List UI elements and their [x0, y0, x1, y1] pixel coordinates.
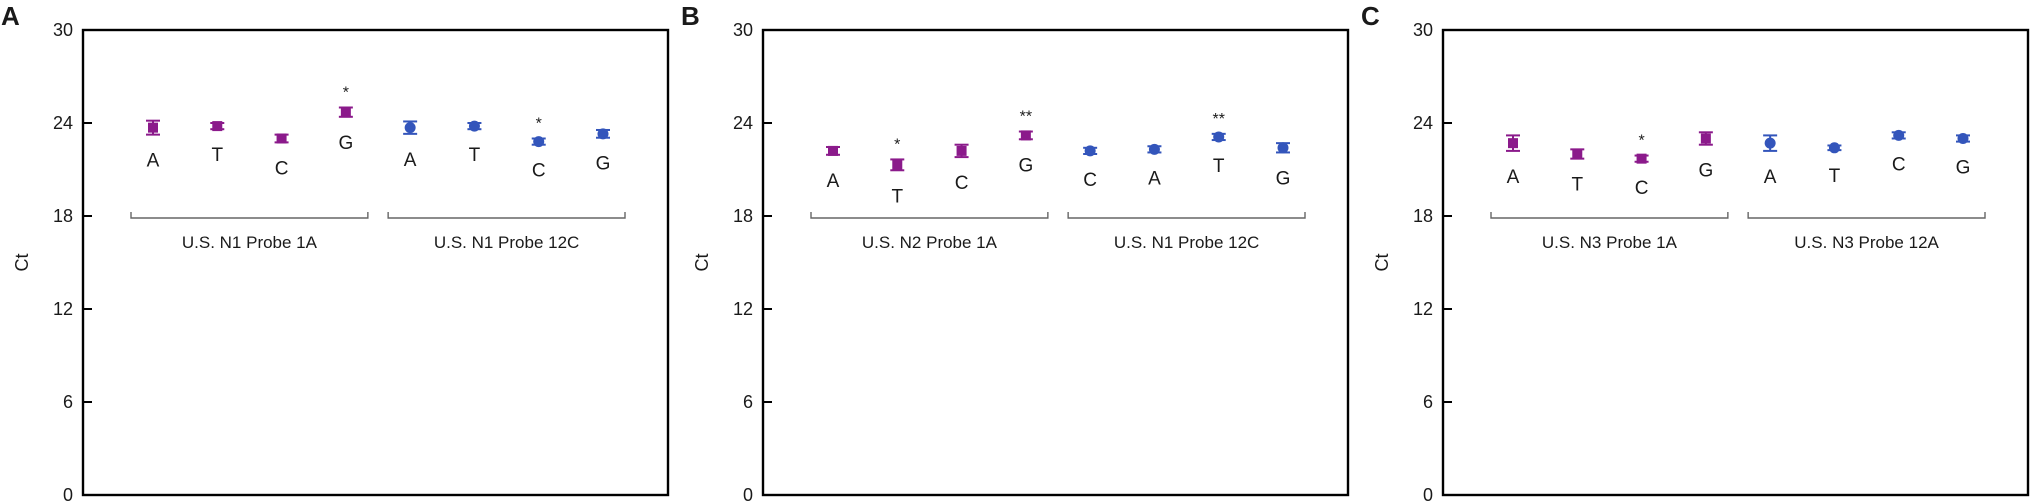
y-tick-label: 0: [63, 485, 73, 503]
y-tick-label: 6: [743, 392, 753, 412]
y-tick-label: 30: [733, 20, 753, 40]
data-point-square: [892, 159, 903, 170]
y-tick-label: 12: [733, 299, 753, 319]
point-label: C: [275, 158, 289, 179]
y-tick-label: 24: [733, 113, 753, 133]
point-label: T: [1829, 166, 1841, 187]
point-label: C: [532, 161, 546, 182]
y-tick-label: 12: [53, 299, 73, 319]
data-point-circle: [468, 120, 480, 132]
group-label: U.S. N2 Probe 1A: [862, 233, 998, 252]
point-label: G: [1956, 158, 1971, 179]
y-tick-label: 12: [1413, 299, 1433, 319]
point-label: T: [211, 145, 223, 166]
data-point-circle: [1828, 142, 1840, 154]
y-axis-label: Ct: [692, 254, 712, 272]
data-point-square: [148, 122, 158, 133]
panel-letter: A: [1, 1, 20, 31]
y-tick-label: 24: [1413, 113, 1433, 133]
significance-marker: *: [1638, 133, 1644, 150]
data-point-square: [1700, 133, 1711, 144]
data-point-square: [956, 145, 967, 156]
group-bracket: [810, 212, 1049, 219]
group-bracket: [1490, 212, 1729, 219]
y-tick-label: 18: [53, 206, 73, 226]
point-label: T: [1571, 175, 1583, 196]
point-label: T: [891, 186, 903, 207]
data-point-circle: [1893, 129, 1905, 141]
data-point-circle: [1277, 142, 1289, 154]
data-point-circle: [1213, 131, 1225, 143]
group-bracket: [130, 212, 369, 219]
y-tick-label: 18: [733, 206, 753, 226]
group-bracket: [1067, 212, 1306, 219]
data-point-square: [828, 145, 838, 156]
group-label: U.S. N3 Probe 12A: [1794, 233, 1939, 252]
point-label: C: [1083, 170, 1097, 191]
y-tick-label: 30: [53, 20, 73, 40]
plot-frame: [1441, 28, 2030, 497]
point-label: G: [596, 154, 611, 175]
panel-b: B 0 6 12 18 24 30 Ct A T * C G ** C A T ** G U.S. N2 Probe …: [681, 1, 1350, 503]
data-point-square: [340, 107, 351, 118]
data-point-circle: [1148, 143, 1160, 155]
y-tick-label: 6: [63, 392, 73, 412]
data-point-circle: [404, 122, 416, 134]
data-point-circle: [1764, 137, 1776, 149]
data-point-square: [1020, 130, 1031, 141]
point-label: G: [1018, 155, 1033, 176]
y-axis-label: Ct: [12, 254, 32, 272]
y-tick-label: 6: [1423, 392, 1433, 412]
point-label: G: [338, 133, 353, 154]
data-point-square: [1636, 153, 1647, 164]
panel-letter: C: [1361, 1, 1380, 31]
significance-marker: **: [1212, 111, 1224, 128]
significance-marker: *: [894, 136, 900, 153]
significance-marker: **: [1020, 109, 1032, 126]
group-label: U.S. N3 Probe 1A: [1542, 233, 1678, 252]
y-tick-label: 30: [1413, 20, 1433, 40]
point-label: A: [147, 151, 160, 172]
significance-marker: *: [343, 85, 349, 102]
plot-frame: [761, 28, 1350, 497]
panel-c: C 0 6 12 18 24 30 Ct A T C * G A T C G U.S. N3 Probe 1A U.…: [1361, 1, 2030, 503]
data-point-circle: [597, 128, 609, 140]
point-label: T: [1213, 156, 1225, 177]
plot-frame: [81, 28, 670, 497]
group-label: U.S. N1 Probe 1A: [182, 233, 318, 252]
y-tick-label: 0: [743, 485, 753, 503]
group-label: U.S. N1 Probe 12C: [434, 233, 580, 252]
y-tick-label: 24: [53, 113, 73, 133]
point-label: T: [469, 145, 481, 166]
point-label: A: [1764, 167, 1777, 188]
point-label: C: [1635, 178, 1649, 199]
y-tick-label: 0: [1423, 485, 1433, 503]
point-label: G: [1276, 168, 1291, 189]
panel-letter: B: [681, 1, 700, 31]
y-axis-label: Ct: [1372, 254, 1392, 272]
panel-a: A 0 6 12 18 24 30 Ct A T C G * A T C * G U.S. N1 Probe 1A U…: [1, 1, 670, 503]
group-bracket: [387, 212, 626, 219]
significance-marker: *: [536, 116, 542, 133]
point-label: A: [827, 171, 840, 192]
data-point-square: [1572, 149, 1583, 159]
data-point-circle: [1957, 133, 1969, 144]
data-point-square: [1508, 138, 1518, 149]
y-tick-label: 18: [1413, 206, 1433, 226]
group-label: U.S. N1 Probe 12C: [1114, 233, 1260, 252]
point-label: C: [1892, 155, 1906, 176]
point-label: A: [404, 150, 417, 171]
point-label: A: [1507, 167, 1520, 188]
data-point-circle: [533, 136, 545, 148]
data-point-square: [212, 121, 223, 132]
group-bracket: [1747, 212, 1986, 219]
point-label: A: [1148, 168, 1161, 189]
data-point-square: [276, 133, 287, 144]
point-label: C: [955, 173, 969, 194]
data-point-circle: [1084, 145, 1096, 157]
point-label: G: [1698, 161, 1713, 182]
